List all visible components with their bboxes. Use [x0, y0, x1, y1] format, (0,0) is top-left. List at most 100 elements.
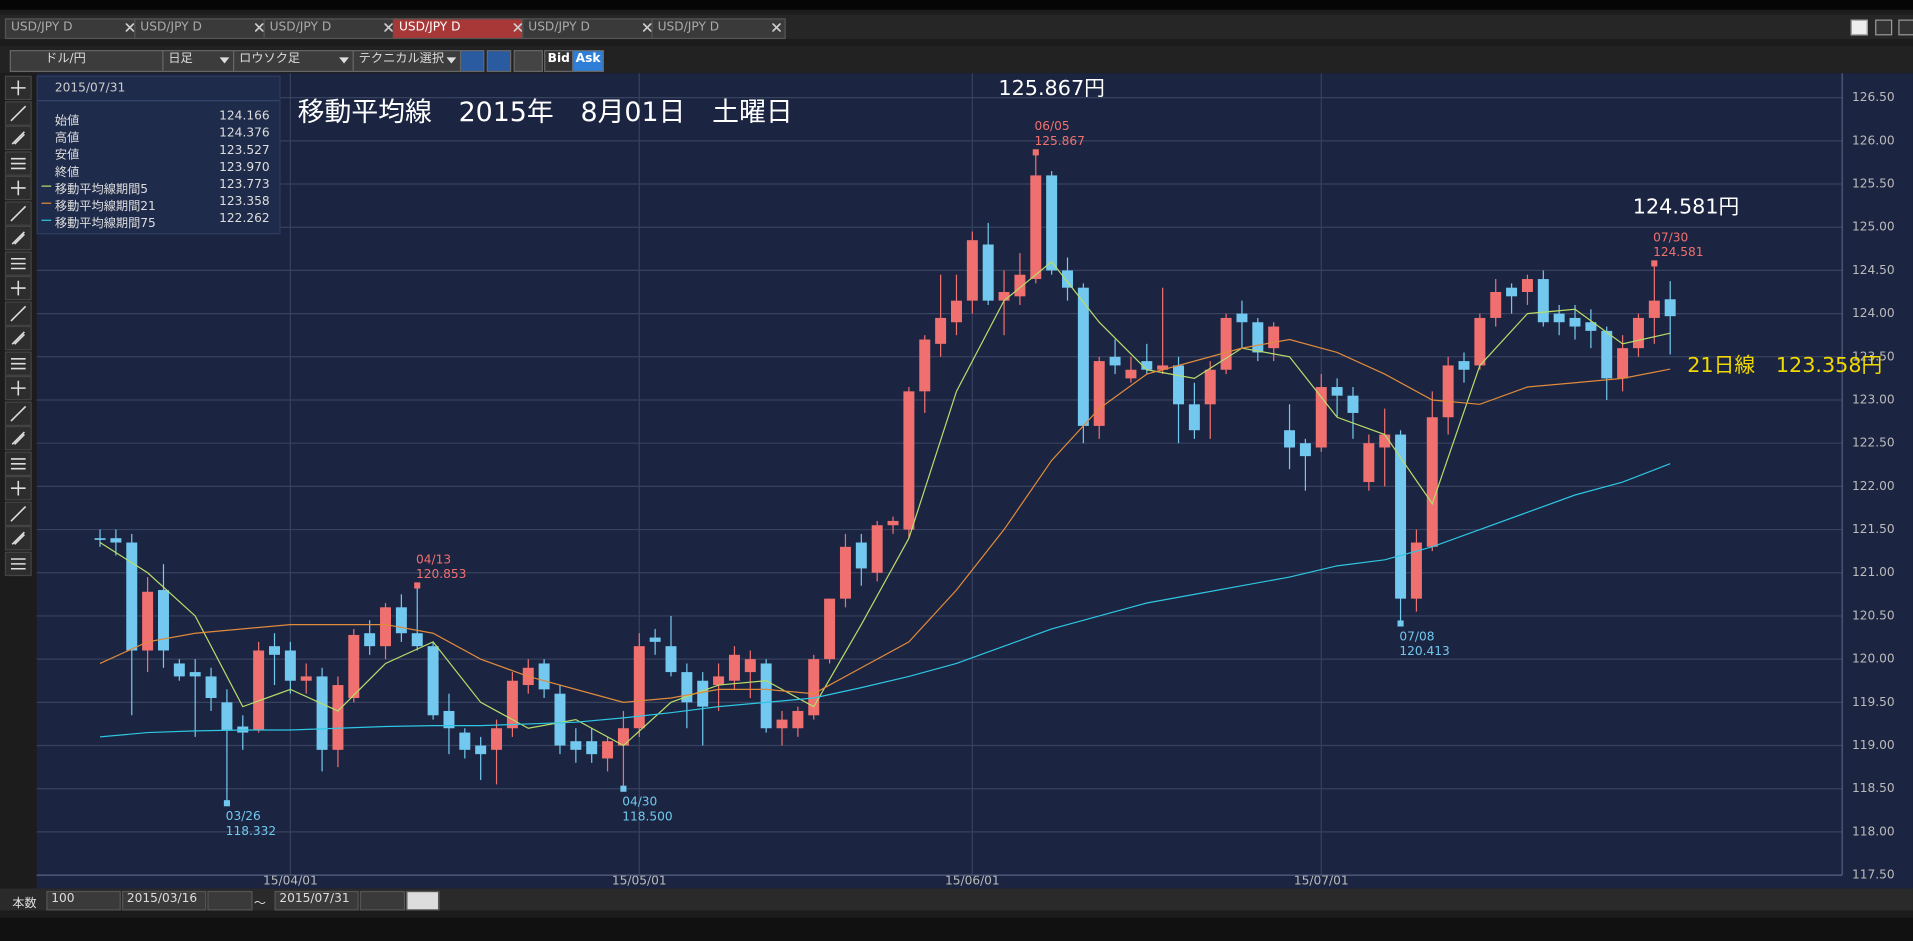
candle-body — [475, 745, 487, 755]
x-tick-label: 15/07/01 — [1294, 874, 1349, 888]
candle-body — [1521, 279, 1533, 293]
period-select[interactable]: 日足 — [162, 50, 236, 73]
tool-button[interactable] — [4, 450, 32, 476]
close-icon — [384, 23, 393, 32]
y-tick-label: 122.00 — [1852, 479, 1895, 493]
tool-button[interactable] — [4, 475, 32, 501]
x-tick-label: 15/06/01 — [945, 874, 1000, 888]
candle-body — [110, 538, 122, 543]
candle-body — [1632, 317, 1644, 349]
tool-button[interactable] — [4, 501, 32, 526]
tool-button[interactable] — [4, 325, 32, 351]
info-value: 124.376 — [219, 126, 270, 141]
candle-body — [998, 292, 1010, 301]
to-time[interactable] — [359, 890, 406, 911]
style-select[interactable]: ロウソク足 — [233, 50, 356, 73]
tool-icon — [10, 157, 26, 169]
candle-body — [506, 680, 518, 729]
extreme-marker — [1032, 149, 1039, 156]
window-button[interactable] — [1875, 19, 1893, 36]
tool-button[interactable] — [4, 75, 32, 101]
count-input[interactable]: 100 — [46, 890, 121, 911]
annotation-price: 118.500 — [622, 809, 672, 823]
annotation-date: 04/13 — [416, 552, 451, 566]
tool-icon — [10, 257, 26, 269]
candle-body — [1204, 369, 1216, 405]
annotation-price: 120.413 — [1399, 644, 1449, 658]
y-tick-label: 120.00 — [1852, 652, 1895, 666]
tool-column — [4, 75, 34, 589]
candle-body — [538, 663, 550, 690]
info-value: 123.970 — [219, 161, 270, 175]
x-tick-label: 15/05/01 — [612, 874, 667, 888]
tab[interactable]: USD/JPY D — [134, 18, 269, 40]
tab[interactable]: USD/JPY D — [651, 18, 786, 40]
candle-body — [1299, 443, 1311, 457]
tool-button[interactable] — [4, 225, 32, 251]
ma-line — [99, 260, 1671, 747]
candle-body — [1046, 175, 1058, 271]
tab[interactable]: USD/JPY D — [263, 18, 398, 40]
chart-title: 移動平均線 2015年 8月01日 土曜日 — [298, 97, 793, 128]
candle-body — [792, 710, 804, 729]
candle-body — [919, 339, 931, 392]
info-value: 124.166 — [219, 109, 270, 124]
bid-button[interactable]: Bid — [544, 50, 574, 73]
tab[interactable]: USD/JPY D — [522, 18, 657, 40]
tab-close — [772, 23, 781, 32]
y-tick-label: 118.50 — [1852, 781, 1895, 795]
tool-button[interactable] — [4, 350, 32, 376]
tool-button[interactable] — [4, 200, 32, 226]
tool-button[interactable] — [4, 400, 32, 426]
legend-swatch — [41, 219, 52, 221]
info-label: 終値 — [54, 165, 80, 180]
tool-button[interactable] — [4, 175, 32, 201]
from-date[interactable]: 2015/03/16 — [122, 890, 207, 911]
candle-body — [1506, 287, 1518, 297]
tool-button[interactable] — [4, 275, 32, 301]
extreme-marker — [620, 785, 627, 792]
window-button[interactable] — [1898, 19, 1913, 36]
info-button[interactable] — [486, 50, 512, 73]
y-tick-label: 125.00 — [1852, 220, 1895, 234]
window-button[interactable] — [1850, 19, 1868, 36]
tool-button[interactable] — [4, 100, 32, 126]
from-time[interactable] — [207, 890, 253, 911]
candle-body — [935, 317, 947, 344]
ma-line — [99, 338, 1671, 703]
candle-body — [1109, 356, 1121, 366]
candle-body — [411, 633, 423, 647]
candle-body — [982, 244, 994, 301]
tab-close — [513, 23, 523, 32]
tool-icon — [10, 105, 27, 121]
tool-button[interactable] — [4, 300, 32, 326]
y-tick-label: 124.00 — [1852, 306, 1895, 320]
tool-button[interactable] — [4, 150, 32, 176]
pair-select[interactable]: ドル/円 — [9, 50, 193, 73]
info-value: 122.262 — [219, 212, 270, 226]
candle-body — [681, 672, 693, 703]
reload-button[interactable] — [406, 890, 440, 911]
annotation-price: 120.853 — [416, 567, 466, 581]
tool-button[interactable] — [4, 551, 32, 576]
tab[interactable]: USD/JPY D — [4, 18, 140, 40]
tool-button[interactable] — [4, 125, 32, 151]
technical-select[interactable]: テクニカル選択 — [352, 50, 463, 73]
close-icon — [125, 23, 135, 32]
tab-close — [125, 23, 135, 32]
tool-button[interactable] — [4, 250, 32, 276]
draw-button[interactable] — [459, 50, 485, 73]
tool-icon — [10, 305, 27, 321]
candle-body — [1537, 279, 1549, 323]
ask-button[interactable]: Ask — [572, 50, 604, 73]
tool-button[interactable] — [4, 425, 32, 451]
legend-label: 移動平均線期間5 — [54, 183, 149, 197]
tab[interactable]: USD/JPY D — [392, 18, 528, 40]
to-date[interactable]: 2015/07/31 — [274, 890, 359, 911]
tool-button[interactable] — [4, 526, 32, 551]
tool-button[interactable] — [4, 375, 32, 401]
candle-body — [1664, 299, 1676, 317]
candle-body — [1395, 434, 1407, 599]
style-button[interactable] — [513, 50, 543, 73]
